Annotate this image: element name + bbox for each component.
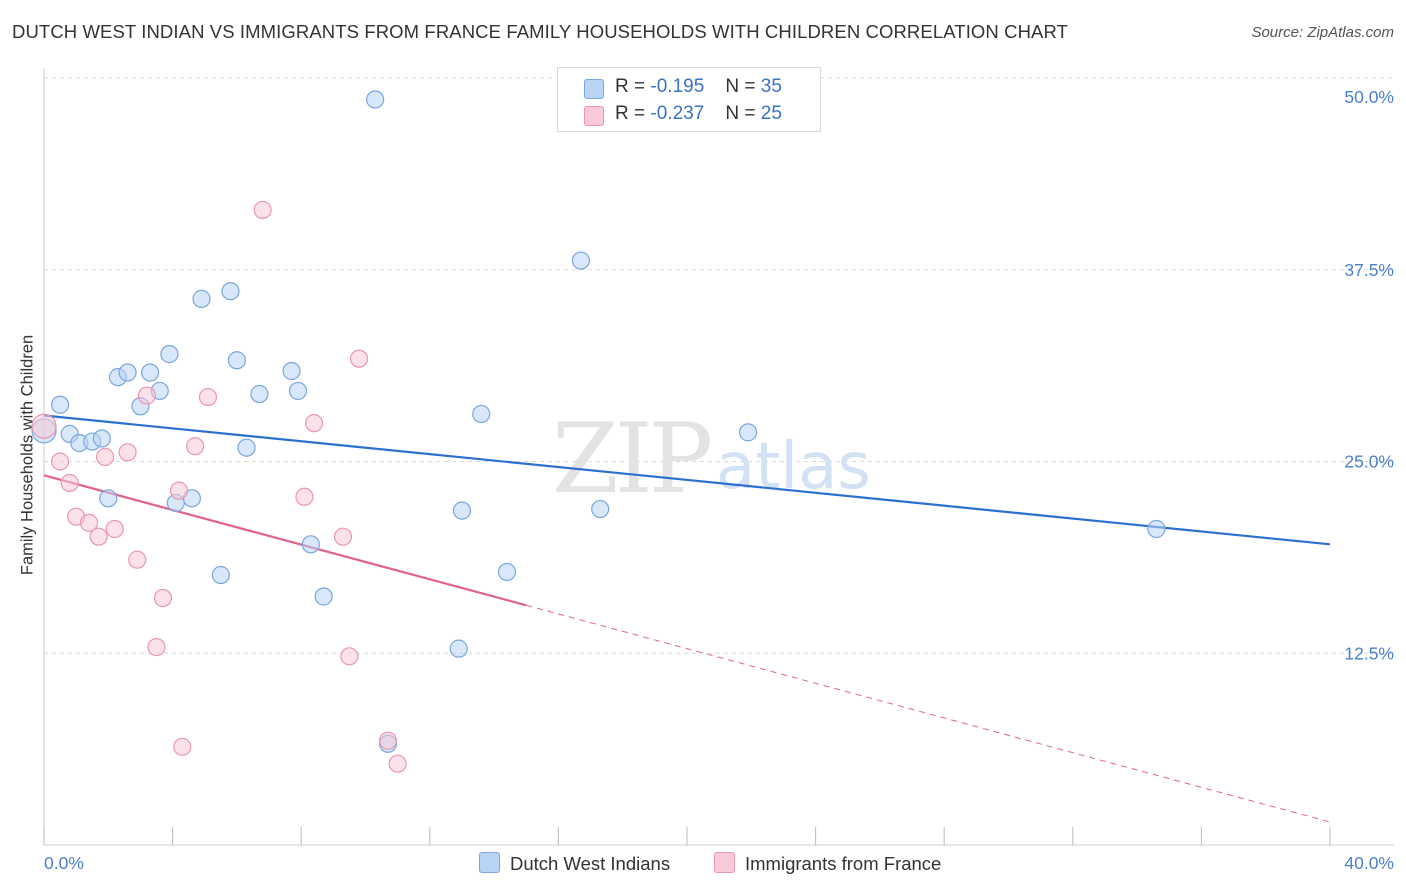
point-dutch-west-indians	[301, 535, 320, 554]
legend-r-value: -0.195	[650, 76, 705, 97]
point-immigrants-from-france	[137, 386, 156, 405]
point-immigrants-from-france	[118, 443, 137, 462]
point-immigrants-from-france	[79, 513, 99, 532]
point-dutch-west-indians	[237, 438, 256, 457]
point-immigrants-from-france	[340, 647, 359, 666]
bottom-legend-label: Dutch West Indians	[510, 853, 671, 874]
x-tick-label: 40.0%	[1344, 853, 1394, 873]
correlation-legend: R = -0.195 N = 35 R = -0.237 N = 25	[557, 67, 821, 132]
point-immigrants-from-france	[186, 437, 205, 456]
point-dutch-west-indians	[571, 251, 591, 270]
point-immigrants-from-france	[378, 731, 398, 750]
point-dutch-west-indians	[288, 381, 308, 401]
point-dutch-west-indians	[250, 384, 269, 404]
y-tick-label: 37.5%	[1344, 260, 1394, 280]
source-credit: Source: ZipAtlas.com	[1251, 24, 1394, 41]
point-dutch-west-indians	[449, 639, 468, 658]
trend-line-extension-immigrants-from-france	[526, 604, 1331, 823]
point-dutch-west-indians	[140, 363, 160, 382]
tick-labels: 12.5% 25.0% 37.5% 50.0% 0.0% 40.0%	[44, 87, 1394, 873]
point-dutch-west-indians	[738, 423, 758, 442]
legend-r-value: -0.237	[650, 103, 705, 124]
legend-n-value: 35	[760, 76, 782, 97]
legend-n-value: 25	[760, 103, 782, 124]
point-immigrants-from-france	[128, 550, 147, 569]
grid-lines	[44, 77, 1394, 654]
point-dutch-west-indians	[472, 404, 491, 424]
point-dutch-west-indians	[118, 363, 137, 382]
point-dutch-west-indians	[452, 501, 472, 520]
legend-n-label: N =	[725, 76, 756, 97]
point-dutch-west-indians	[50, 395, 70, 414]
point-immigrants-from-france	[31, 413, 57, 439]
legend-swatch-blue	[584, 79, 604, 99]
point-dutch-west-indians	[227, 351, 246, 370]
point-dutch-west-indians	[282, 361, 301, 381]
point-immigrants-from-france	[173, 737, 192, 756]
point-immigrants-from-france	[253, 200, 272, 220]
bottom-legend-swatch-pink	[714, 852, 735, 873]
legend-swatch-pink	[584, 106, 604, 126]
trend-lines	[43, 414, 1331, 823]
watermark-zip: ZIP	[552, 403, 711, 515]
legend-n-label: N =	[725, 103, 756, 124]
chart-title: DUTCH WEST INDIAN VS IMMIGRANTS FROM FRA…	[12, 21, 1069, 42]
legend-r-label: R =	[615, 76, 646, 97]
bottom-legend-label: Immigrants from France	[745, 853, 942, 874]
point-dutch-west-indians	[160, 345, 179, 364]
point-immigrants-from-france	[147, 638, 166, 657]
bottom-legend-swatch-blue	[479, 852, 500, 873]
point-immigrants-from-france	[333, 527, 353, 546]
point-immigrants-from-france	[89, 527, 108, 546]
point-dutch-west-indians	[591, 499, 610, 519]
point-dutch-west-indians	[366, 90, 385, 109]
point-dutch-west-indians	[221, 282, 240, 301]
point-immigrants-from-france	[153, 588, 173, 608]
point-immigrants-from-france	[169, 481, 189, 500]
watermark: ZIP atlas	[552, 403, 871, 515]
point-dutch-west-indians	[314, 587, 333, 606]
legend-r-label: R =	[615, 103, 646, 124]
point-dutch-west-indians	[192, 289, 211, 308]
point-immigrants-from-france	[95, 447, 115, 466]
point-immigrants-from-france	[198, 387, 218, 407]
point-dutch-west-indians	[99, 489, 118, 508]
point-immigrants-from-france	[60, 473, 79, 493]
point-immigrants-from-france	[388, 754, 407, 773]
point-dutch-west-indians	[92, 429, 111, 448]
point-immigrants-from-france	[349, 349, 369, 368]
watermark-atlas: atlas	[716, 430, 871, 504]
point-dutch-west-indians	[1147, 519, 1166, 539]
point-dutch-west-indians	[497, 562, 517, 582]
trend-line-dutch-west-indians	[43, 414, 1331, 546]
point-dutch-west-indians	[211, 565, 230, 585]
trend-line-immigrants-from-france	[43, 474, 527, 607]
point-immigrants-from-france	[304, 414, 324, 433]
x-tick-label: 0.0%	[44, 853, 84, 873]
data-points	[31, 90, 1166, 773]
point-immigrants-from-france	[50, 452, 70, 471]
bottom-legend-immigrants-from-france: Immigrants from France	[714, 852, 941, 875]
bottom-legend-dutch-west-indians: Dutch West Indians	[479, 852, 670, 875]
point-immigrants-from-france	[295, 487, 314, 506]
y-tick-label: 12.5%	[1344, 643, 1394, 663]
y-tick-label: 25.0%	[1344, 452, 1394, 472]
point-immigrants-from-france	[105, 519, 124, 539]
y-tick-label: 50.0%	[1344, 87, 1394, 107]
axes	[43, 68, 1394, 846]
